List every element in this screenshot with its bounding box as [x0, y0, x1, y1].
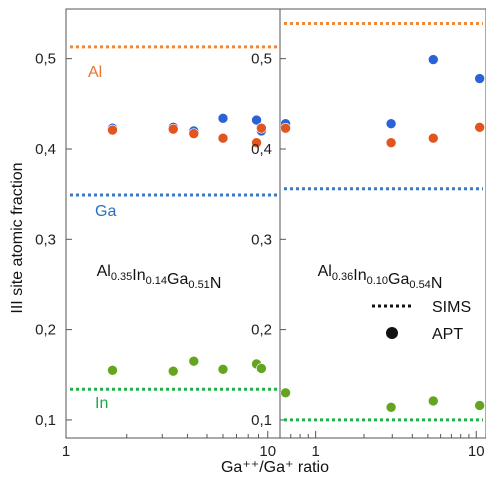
right-y-tick-label: 0,3	[251, 231, 272, 248]
apt-point-ga-left	[251, 114, 262, 126]
apt-point-al-left	[107, 124, 118, 136]
apt-point-al-left	[188, 128, 200, 139]
composition-subscript: 0.10	[367, 275, 388, 287]
composition-left: Al0.35In0.14Ga0.51N	[97, 263, 222, 292]
x-axis-title: Ga⁺⁺/Ga⁺ ratio	[221, 459, 329, 476]
legend-apt-marker	[386, 327, 398, 339]
label-ga-left: Ga	[95, 203, 116, 220]
composition-element: Al	[318, 263, 332, 280]
composition-element: In	[132, 267, 145, 284]
apt-point-al-left	[256, 122, 267, 134]
legend: SIMS APT	[372, 299, 471, 343]
composition-subscript: 0.35	[111, 271, 132, 283]
apt-point-ga-right	[474, 73, 485, 84]
left-x-tick-label: 10	[259, 443, 276, 460]
legend-apt-label: APT	[432, 326, 463, 343]
apt-point-ga-right	[427, 54, 439, 65]
right-y-tick-label: 0,4	[251, 141, 272, 158]
apt-point-in-left	[256, 363, 267, 374]
composition-element: In	[353, 267, 366, 284]
left-x-tick-label: 1	[62, 443, 70, 460]
right-x-tick-label: 1	[311, 443, 319, 460]
apt-point-al-right	[474, 122, 485, 133]
label-in-left: In	[95, 395, 108, 412]
composition-element: N	[431, 275, 443, 292]
right-x-tick-label: 10	[468, 443, 485, 460]
y-axis-title: III site atomic fraction	[9, 162, 26, 313]
apt-point-ga-right	[385, 118, 397, 130]
left-y-tick-label: 0,3	[35, 231, 56, 248]
composition-subscript: 0.54	[409, 279, 430, 291]
composition-subscript: 0.14	[146, 275, 167, 287]
apt-point-in-left	[217, 364, 229, 375]
apt-point-in-left	[167, 365, 179, 377]
composition-element: N	[210, 275, 222, 292]
left-y-tick-label: 0,2	[35, 322, 56, 339]
apt-point-al-right	[385, 137, 397, 148]
left-y-tick-label: 0,1	[35, 412, 56, 429]
apt-point-in-right	[427, 395, 439, 407]
apt-point-al-right	[280, 122, 291, 134]
apt-point-al-left	[251, 137, 262, 148]
apt-point-al-left	[217, 132, 229, 144]
composition-right: Al0.36In0.10Ga0.54N	[318, 263, 443, 292]
apt-point-in-right	[385, 401, 397, 413]
left-panel: 0,10,20,30,40,51 10 Al Ga In Al0.35In0.14…	[35, 8, 281, 460]
right-y-tick-label: 0,1	[251, 412, 272, 429]
label-al-left: Al	[88, 64, 102, 81]
apt-point-in-left	[188, 355, 200, 367]
right-panel: 0,1 0,2 0,3 0,4 0,5 1 10 Al0.36In0.10Ga0.54N S…	[251, 8, 486, 460]
composition-element: Ga	[167, 271, 188, 288]
composition-element: Ga	[388, 271, 409, 288]
composition-element: Al	[97, 263, 111, 280]
left-y-tick-label: 0,5	[35, 51, 56, 68]
apt-point-ga-left	[217, 112, 229, 124]
composition-subscript: 0.36	[332, 271, 353, 283]
right-y-tick-label: 0,2	[251, 322, 272, 339]
apt-point-in-left	[107, 364, 118, 376]
apt-point-al-right	[427, 132, 439, 144]
legend-sims-label: SIMS	[432, 299, 471, 316]
apt-point-in-right	[474, 400, 485, 411]
right-panel-frame	[279, 8, 486, 439]
apt-point-al-left	[167, 123, 179, 135]
right-y-tick-label: 0,5	[251, 51, 272, 68]
composition-subscript: 0.51	[188, 279, 209, 291]
apt-point-in-right	[280, 387, 291, 399]
left-y-tick-label: 0,4	[35, 141, 56, 158]
